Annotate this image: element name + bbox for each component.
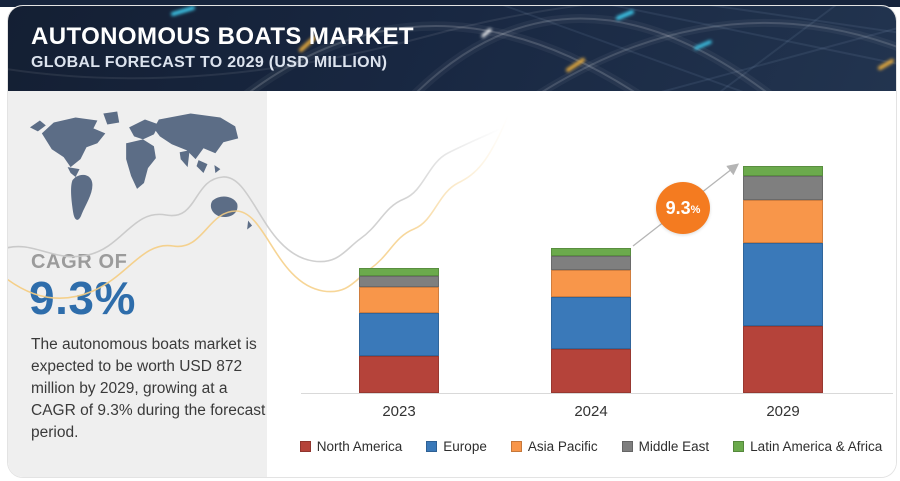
legend-item: Europe	[426, 439, 487, 454]
network-lines-decoration	[8, 6, 896, 91]
bar-segment-2029	[743, 175, 823, 200]
bar-segment-2024	[551, 349, 631, 393]
x-tick-label: 2029	[766, 403, 800, 420]
stacked-bar-chart: 2023 2024 2029 9.3 % North America Europe As…	[8, 91, 896, 477]
cagr-badge-value: 9.3	[665, 197, 691, 218]
legend-item: Latin America & Africa	[733, 439, 882, 454]
header-banner: AUTONOMOUS BOATS MARKET GLOBAL FORECAST …	[8, 6, 896, 91]
bar-segment-2029	[743, 325, 823, 393]
bar-segment-2023	[359, 313, 439, 356]
legend-item: Middle East	[621, 439, 710, 454]
legend-swatch	[510, 441, 522, 452]
cagr-badge-unit: %	[690, 203, 701, 216]
page-subtitle: GLOBAL FORECAST TO 2029 (USD MILLION)	[31, 54, 388, 71]
bar-segment-2024	[551, 296, 631, 349]
legend-label: Middle East	[638, 439, 710, 454]
legend-label: Europe	[443, 439, 487, 454]
x-axis-line	[301, 393, 893, 394]
market-description: The autonomous boats market is expected …	[31, 336, 266, 441]
chart-legend: North America Europe Asia Pacific Middle Ea…	[291, 439, 891, 454]
legend-swatch	[426, 441, 438, 452]
bar-column-2029: 2029	[687, 166, 879, 420]
page-title: AUTONOMOUS BOATS MARKET	[31, 23, 414, 50]
x-tick-label: 2024	[574, 403, 608, 420]
bar-segment-2023	[359, 356, 439, 393]
legend-label: North America	[316, 439, 403, 454]
stacked-bar-2023	[359, 268, 439, 393]
bar-column-2024: 2024	[495, 166, 687, 420]
bar-segment-2029	[743, 199, 823, 243]
legend-item: Asia Pacific	[510, 439, 598, 454]
bar-segment-2029	[743, 242, 823, 326]
legend-label: Asia Pacific	[527, 439, 598, 454]
stacked-bar-2024	[551, 247, 631, 393]
legend-swatch	[733, 441, 745, 452]
bar-segment-2024	[551, 269, 631, 297]
content-area: CAGR OF 9.3% The autonomous boats market…	[8, 91, 896, 477]
stacked-bar-2029	[743, 166, 823, 393]
bar-segment-2023	[359, 287, 439, 313]
x-tick-label: 2023	[382, 403, 416, 420]
bar-segment-2023	[359, 268, 439, 277]
bar-segment-2024	[551, 255, 631, 270]
legend-item: North America	[299, 439, 403, 454]
legend-swatch	[621, 441, 633, 452]
legend-label: Latin America & Africa	[750, 439, 883, 454]
bar-segment-2029	[743, 166, 823, 176]
bar-chart-plot-area: 2023 2024 2029	[303, 166, 879, 420]
legend-swatch	[299, 441, 311, 452]
top-edge-band	[0, 0, 900, 7]
bar-column-2023: 2023	[303, 166, 495, 420]
bar-segment-2024	[551, 247, 631, 256]
bar-segment-2023	[359, 276, 439, 287]
infographic-card: AUTONOMOUS BOATS MARKET GLOBAL FORECAST …	[7, 5, 897, 478]
cagr-badge: 9.3 %	[656, 182, 710, 234]
